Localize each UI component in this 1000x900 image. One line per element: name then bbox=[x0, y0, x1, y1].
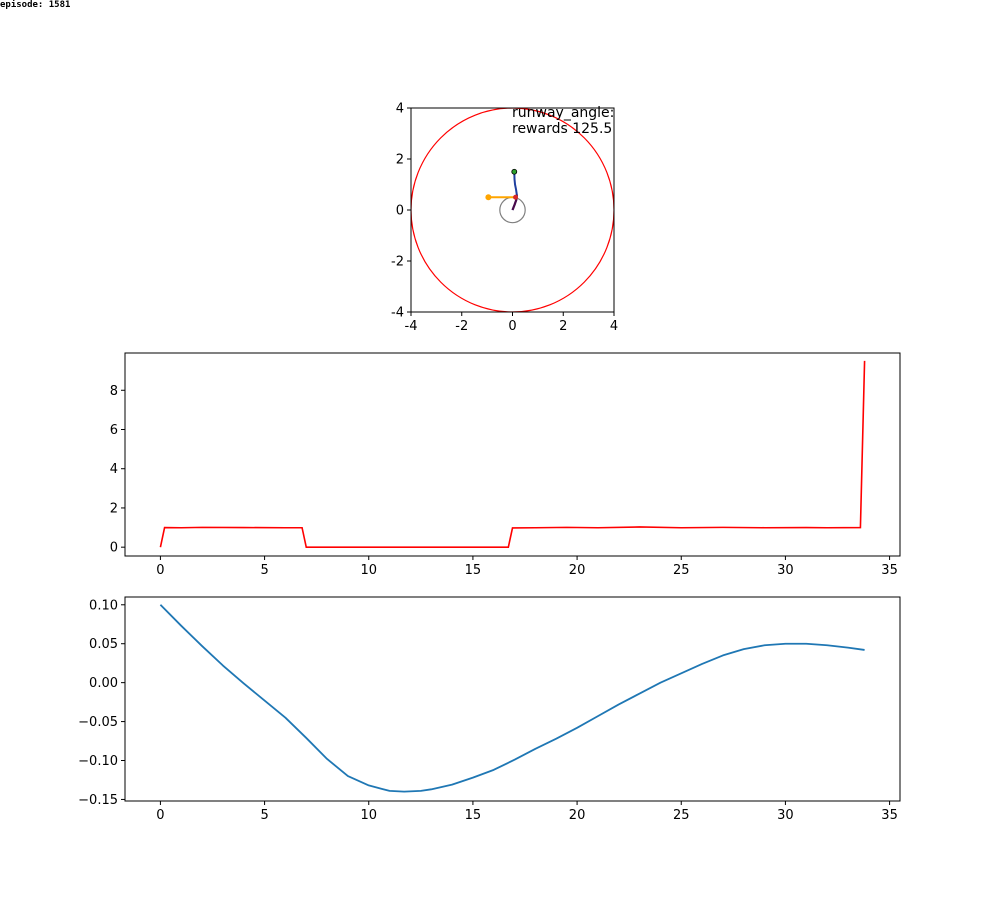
trajectory-x-tick-label: 4 bbox=[610, 319, 618, 334]
angle-panel: 0 5 10 15 20 25 30 35 0.10 0.05 0.00 −0.05 −0.10 −0.1… bbox=[78, 596, 901, 823]
orange-marker bbox=[485, 194, 492, 201]
trajectory-y-tick-label: -2 bbox=[391, 255, 404, 270]
angle-x-tick-label: 30 bbox=[777, 808, 794, 823]
reward-x-tick-label: 25 bbox=[673, 563, 690, 578]
angle-y-tick-label: −0.15 bbox=[78, 793, 118, 808]
reward-y-tick-label: 6 bbox=[110, 423, 118, 438]
trajectory-x-tick-label: -4 bbox=[405, 319, 418, 334]
angle-axes-frame bbox=[124, 596, 901, 802]
angle-series-line bbox=[159, 604, 865, 793]
reward-y-tick-label: 0 bbox=[110, 541, 118, 556]
trajectory-x-tick-label: 0 bbox=[508, 319, 516, 334]
rewards-label: rewards 125.5 bbox=[512, 121, 612, 137]
reward-y-tick-label: 4 bbox=[110, 462, 118, 477]
angle-x-tick-label: 0 bbox=[156, 808, 164, 823]
angle-x-tick-label: 5 bbox=[260, 808, 268, 823]
trajectory-panel: -4 -2 0 2 4 -4 -2 0 2 4 runway_angle: rewards 125… bbox=[391, 102, 618, 335]
reward-panel: 0 5 10 15 20 25 30 35 0 2 4 6 8 bbox=[110, 352, 901, 578]
reward-x-tick-label: 10 bbox=[360, 563, 377, 578]
angle-y-tick-label: −0.05 bbox=[78, 715, 118, 730]
trajectory-y-tick-label: 4 bbox=[396, 102, 404, 117]
reward-x-tick-label: 5 bbox=[260, 563, 268, 578]
reward-series-line bbox=[159, 360, 866, 548]
reward-y-tick-label: 8 bbox=[110, 384, 118, 399]
angle-x-tick-label: 15 bbox=[465, 808, 482, 823]
trajectory-y-tick-label: -4 bbox=[391, 306, 404, 321]
reward-x-tick-label: 15 bbox=[465, 563, 482, 578]
trajectory-x-tick-label: 2 bbox=[559, 319, 567, 334]
angle-y-tick-label: 0.00 bbox=[89, 676, 118, 691]
trajectory-y-tick-label: 0 bbox=[396, 204, 404, 219]
reward-x-tick-label: 20 bbox=[569, 563, 586, 578]
reward-x-tick-label: 0 bbox=[156, 563, 164, 578]
angle-y-tick-label: 0.05 bbox=[89, 637, 118, 652]
trajectory-x-tick-label: -2 bbox=[455, 319, 468, 334]
angle-x-tick-label: 10 bbox=[360, 808, 377, 823]
angle-x-tick-label: 35 bbox=[881, 808, 898, 823]
angle-x-tick-label: 20 bbox=[569, 808, 586, 823]
green-marker bbox=[511, 168, 518, 175]
angle-x-tick-label: 25 bbox=[673, 808, 690, 823]
angle-y-tick-label: −0.10 bbox=[78, 754, 118, 769]
angle-y-tick-label: 0.10 bbox=[89, 598, 118, 613]
reward-x-tick-label: 30 bbox=[777, 563, 794, 578]
runway-angle-label: runway_angle: bbox=[512, 105, 614, 121]
episode-label: episode: 1581 bbox=[0, 0, 71, 10]
trajectory-y-tick-label: 2 bbox=[396, 153, 404, 168]
reward-x-tick-label: 35 bbox=[881, 563, 898, 578]
reward-y-tick-label: 2 bbox=[110, 501, 118, 516]
reward-axes-frame bbox=[124, 352, 901, 557]
red-marker bbox=[513, 194, 519, 200]
